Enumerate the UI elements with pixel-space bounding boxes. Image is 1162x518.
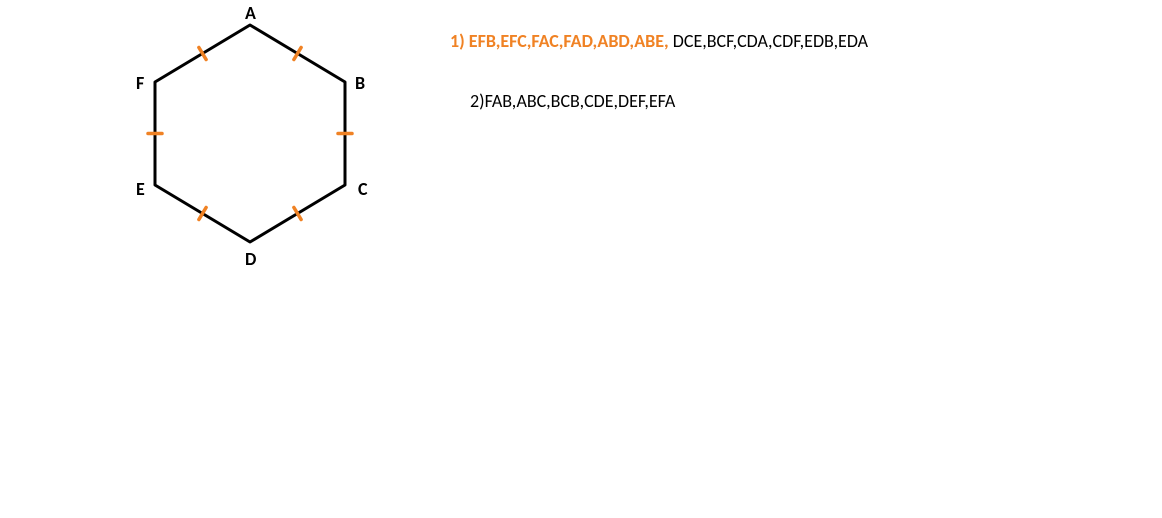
vertex-label-e: E	[136, 178, 145, 200]
vertex-label-b: B	[355, 72, 365, 94]
answer-line-1: 1) EFB,EFC,FAC,FAD,ABD,ABE, DCE,BCF,CDA,…	[450, 30, 868, 52]
answer-1-highlight: 1) EFB,EFC,FAC,FAD,ABD,ABE,	[450, 30, 673, 52]
hexagon-svg	[130, 10, 370, 270]
answer-1-rest: DCE,BCF,CDA,CDF,EDB,EDA	[673, 30, 868, 52]
vertex-label-f: F	[136, 72, 144, 94]
hexagon-diagram: ABCDEF	[130, 10, 370, 270]
vertex-label-a: A	[245, 2, 256, 24]
answer-line-2: 2)FAB,ABC,BCB,CDE,DEF,EFA	[470, 90, 675, 112]
vertex-label-d: D	[245, 248, 256, 270]
vertex-label-c: C	[358, 178, 368, 200]
